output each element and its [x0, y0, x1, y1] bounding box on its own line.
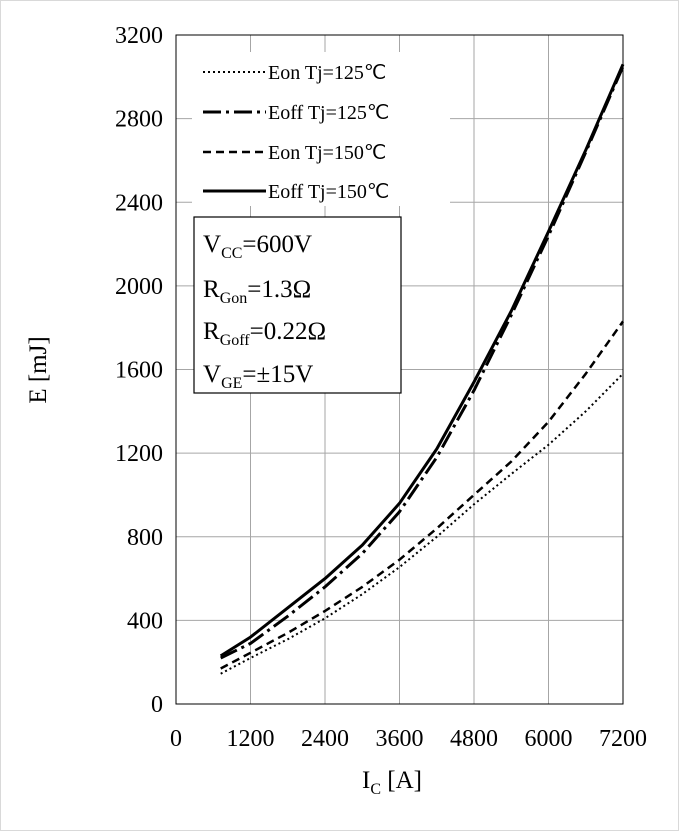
y-axis-label: E [mJ] — [25, 336, 52, 403]
legend-label: Eon Tj=150℃ — [268, 142, 386, 164]
condition-symbol: R — [203, 276, 220, 303]
y-tick-label: 800 — [127, 525, 163, 551]
plot-area — [175, 34, 624, 705]
x-axis-label-unit: [A] — [381, 767, 422, 794]
series-line — [220, 65, 625, 660]
y-tick-label: 400 — [127, 608, 163, 634]
condition-subscript: CC — [221, 245, 242, 262]
y-tick-labels: 0 400 800 1200 1600 2000 2400 2800 3200 — [115, 23, 163, 718]
condition-value: =±15V — [242, 361, 313, 388]
condition-subscript: GE — [221, 375, 242, 392]
x-axis-label-main: I — [362, 767, 370, 794]
x-axis-label: IC [A] — [362, 767, 422, 798]
y-tick-label: 3200 — [115, 23, 163, 49]
x-tick-label: 7200 — [599, 726, 647, 752]
y-tick-label: 2800 — [115, 107, 163, 133]
condition-subscript: Gon — [220, 290, 248, 307]
y-tick-label: 2000 — [115, 274, 163, 300]
y-tick-label: 0 — [151, 692, 163, 718]
series-line — [219, 63, 625, 658]
x-tick-label: 1200 — [227, 726, 275, 752]
x-tick-labels: 0 1200 2400 3600 4800 6000 7200 — [170, 726, 647, 752]
condition-text: RGoff=0.22Ω — [203, 318, 326, 349]
legend: Eon Tj=125℃ Eoff Tj=125℃ Eon Tj=150℃ Eoff T… — [192, 52, 450, 206]
condition-text: VCC=600V — [203, 231, 312, 262]
legend-label: Eoff Tj=125℃ — [268, 102, 389, 124]
series-lines — [219, 63, 625, 675]
x-axis-label-sub: C — [370, 781, 381, 798]
legend-label: Eon Tj=125℃ — [268, 62, 386, 84]
condition-subscript: Goff — [220, 332, 251, 349]
y-tick-label: 1200 — [115, 441, 163, 467]
series-line — [220, 372, 624, 675]
condition-symbol: V — [203, 361, 221, 388]
legend-label: Eoff Tj=150℃ — [268, 181, 389, 203]
x-tick-label: 2400 — [301, 726, 349, 752]
x-tick-label: 3600 — [376, 726, 424, 752]
x-tick-label: 6000 — [525, 726, 573, 752]
condition-text: RGon=1.3Ω — [203, 276, 311, 307]
y-tick-label: 2400 — [115, 190, 163, 216]
condition-text: VGE=±15V — [203, 361, 313, 392]
condition-value: =0.22Ω — [250, 318, 326, 345]
condition-symbol: V — [203, 231, 221, 258]
condition-symbol: R — [203, 318, 220, 345]
condition-value: =1.3Ω — [247, 276, 311, 303]
series-line — [220, 320, 625, 670]
y-tick-label: 1600 — [115, 358, 163, 384]
x-tick-label: 0 — [170, 726, 182, 752]
x-tick-label: 4800 — [450, 726, 498, 752]
condition-value: =600V — [242, 231, 312, 258]
